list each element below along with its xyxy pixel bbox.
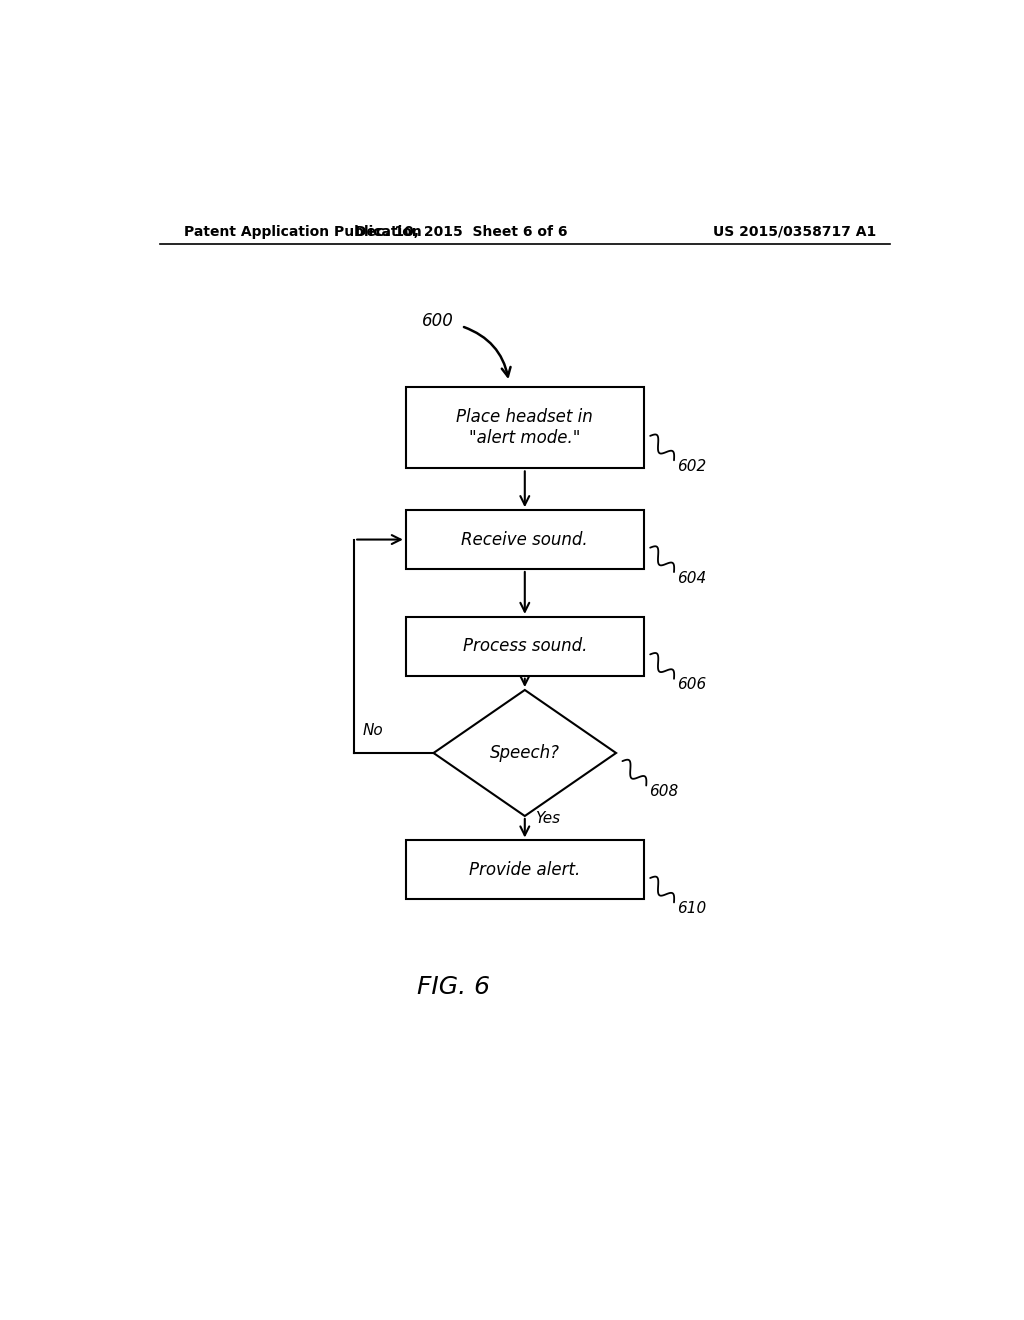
Text: Yes: Yes xyxy=(536,810,560,825)
Text: 610: 610 xyxy=(677,902,707,916)
Text: FIG. 6: FIG. 6 xyxy=(417,974,489,999)
FancyBboxPatch shape xyxy=(406,841,644,899)
Text: Dec. 10, 2015  Sheet 6 of 6: Dec. 10, 2015 Sheet 6 of 6 xyxy=(355,224,567,239)
Text: US 2015/0358717 A1: US 2015/0358717 A1 xyxy=(713,224,877,239)
Text: 604: 604 xyxy=(677,570,707,586)
Text: 600: 600 xyxy=(422,312,454,330)
Text: Speech?: Speech? xyxy=(489,744,560,762)
Text: 602: 602 xyxy=(677,459,707,474)
Text: 606: 606 xyxy=(677,677,707,693)
FancyBboxPatch shape xyxy=(406,387,644,469)
Text: Process sound.: Process sound. xyxy=(463,638,587,655)
FancyBboxPatch shape xyxy=(406,510,644,569)
Text: No: No xyxy=(362,723,383,738)
Text: 608: 608 xyxy=(649,784,679,799)
Polygon shape xyxy=(433,690,616,816)
Text: Place headset in
"alert mode.": Place headset in "alert mode." xyxy=(457,408,593,447)
FancyBboxPatch shape xyxy=(406,616,644,676)
Text: Patent Application Publication: Patent Application Publication xyxy=(183,224,421,239)
Text: Provide alert.: Provide alert. xyxy=(469,861,581,879)
Text: Receive sound.: Receive sound. xyxy=(462,531,588,549)
